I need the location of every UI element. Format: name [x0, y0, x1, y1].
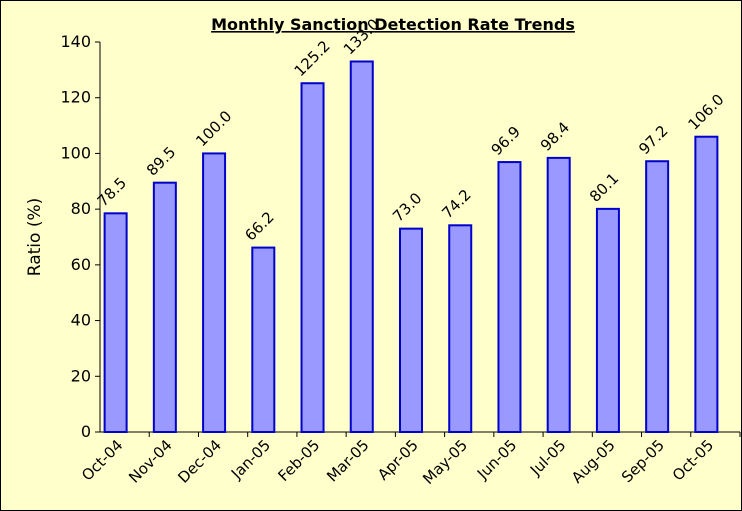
y-tick-label: 40 — [71, 311, 91, 330]
bar — [103, 212, 128, 433]
bar — [595, 207, 620, 433]
bar — [349, 60, 374, 433]
y-tick-label: 100 — [60, 143, 91, 162]
y-tick-label: 60 — [71, 255, 91, 274]
bar — [694, 135, 719, 433]
bar — [546, 156, 571, 433]
y-tick-label: 0 — [81, 422, 91, 441]
bar — [645, 160, 670, 433]
y-tick-label: 80 — [71, 199, 91, 218]
y-axis-label: Ratio (%) — [25, 198, 45, 276]
y-tick-label: 140 — [60, 32, 91, 51]
y-tick-label: 120 — [60, 88, 91, 107]
chart-title: Monthly Sanction Detection Rate Trends — [211, 15, 575, 34]
bar — [300, 82, 325, 433]
y-tick-label: 20 — [71, 366, 91, 385]
bar — [152, 181, 177, 433]
bar — [448, 224, 473, 433]
bar — [399, 227, 423, 433]
bar — [202, 152, 227, 434]
bar — [251, 246, 276, 433]
bar — [497, 161, 522, 433]
